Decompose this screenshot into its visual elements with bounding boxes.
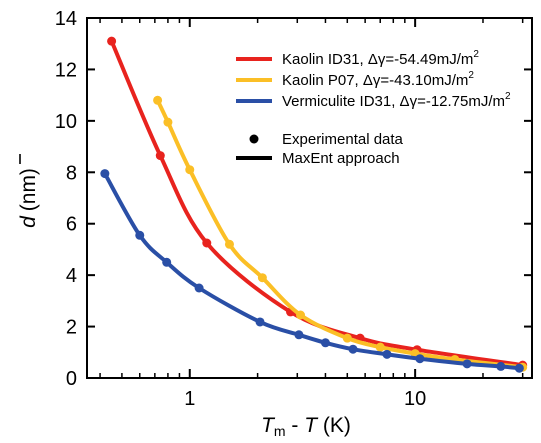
y-tick-label-4: 4	[66, 265, 77, 287]
point-kaolin-p07-6	[342, 333, 352, 343]
point-vermiculite-id31-4	[255, 317, 265, 327]
point-kaolin-id31-1	[155, 151, 165, 161]
point-vermiculite-id31-8	[382, 349, 392, 359]
legend-marker-experimental	[249, 134, 259, 144]
legend-label-experimental: Experimental data	[282, 131, 404, 148]
legend-text-kaolin-id31: Kaolin ID31, Δγ=-54.49mJ/m	[282, 51, 473, 68]
x-tick-label-1: 1	[184, 388, 195, 410]
y-tick-label-14: 14	[55, 8, 77, 30]
legend-label-kaolin-id31: Kaolin ID31, Δγ=-54.49mJ/m2	[282, 49, 479, 68]
point-vermiculite-id31-12	[514, 363, 524, 373]
legend-sup-kaolin-p07: 2	[468, 70, 474, 81]
point-vermiculite-id31-3	[194, 283, 204, 293]
x-axis-unit: (K)	[317, 414, 351, 437]
y-tick-label-10: 10	[55, 111, 77, 133]
x-axis-var1: T	[261, 414, 276, 437]
point-vermiculite-id31-7	[348, 344, 358, 354]
legend-sup-kaolin-id31: 2	[473, 49, 479, 60]
x-axis-title: Tm - T (K)	[261, 414, 351, 439]
x-axis-minus: -	[286, 414, 305, 437]
point-kaolin-p07-0	[153, 95, 163, 105]
legend-text-kaolin-p07: Kaolin P07, Δγ=-43.10mJ/m	[282, 72, 468, 89]
legend-text-vermiculite-id31: Vermiculite ID31, Δγ=-12.75mJ/m	[282, 93, 505, 110]
point-vermiculite-id31-11	[496, 361, 506, 371]
x-axis-subscript: m	[274, 423, 286, 439]
axis-layer: 0 2 4 6 8 10 12 14 1 10	[55, 8, 532, 410]
legend-label-maxent: MaxEnt approach	[282, 150, 400, 167]
x-tick-label-10: 10	[404, 388, 426, 410]
point-vermiculite-id31-9	[415, 354, 425, 364]
point-kaolin-id31-0	[107, 36, 117, 46]
y-tick-label-2: 2	[66, 317, 77, 339]
y-tick-label-8: 8	[66, 162, 77, 184]
y-axis-symbol: d	[17, 215, 40, 228]
point-vermiculite-id31-10	[462, 359, 472, 369]
legend-sup-vermiculite-id31: 2	[505, 91, 511, 102]
point-kaolin-p07-4	[257, 273, 267, 283]
y-tick-label-0: 0	[66, 368, 77, 390]
point-vermiculite-id31-0	[100, 169, 110, 179]
point-kaolin-p07-5	[296, 310, 305, 320]
x-axis-var2: T	[304, 414, 319, 437]
point-kaolin-p07-7	[375, 342, 385, 352]
point-kaolin-p07-1	[163, 117, 173, 127]
legend-label-kaolin-p07: Kaolin P07, Δγ=-43.10mJ/m2	[282, 70, 474, 89]
point-vermiculite-id31-1	[135, 230, 145, 240]
y-axis-title: d (nm)	[17, 168, 40, 228]
legend: Kaolin ID31, Δγ=-54.49mJ/m2 Kaolin P07, …	[236, 49, 511, 167]
point-kaolin-p07-3	[224, 239, 234, 249]
point-vermiculite-id31-6	[320, 338, 330, 348]
y-tick-label-12: 12	[55, 59, 77, 81]
point-vermiculite-id31-2	[162, 257, 172, 267]
plot-frame	[86, 17, 533, 379]
series-kaolin-p07	[153, 95, 528, 372]
point-vermiculite-id31-5	[294, 330, 304, 340]
series-vermiculite-id31	[100, 169, 524, 373]
y-tick-label-6: 6	[66, 214, 77, 236]
y-axis-unit: (nm)	[17, 168, 40, 211]
point-kaolin-p07-2	[185, 165, 195, 175]
point-kaolin-id31-2	[202, 238, 212, 248]
legend-label-vermiculite-id31: Vermiculite ID31, Δγ=-12.75mJ/m2	[282, 91, 511, 110]
series-layer	[100, 36, 528, 373]
